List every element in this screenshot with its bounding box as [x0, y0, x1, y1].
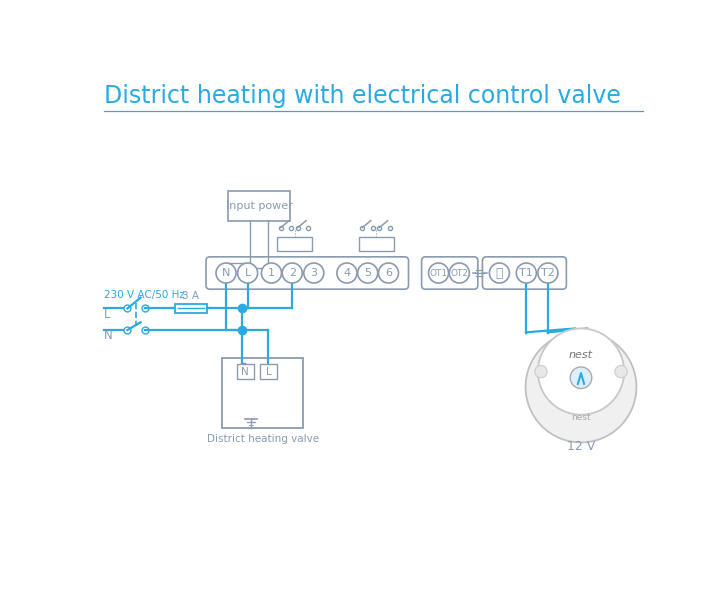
Circle shape [216, 263, 236, 283]
Text: N: N [222, 268, 230, 278]
Circle shape [570, 367, 592, 388]
Text: OT2: OT2 [451, 268, 468, 277]
Text: District heating with electrical control valve: District heating with electrical control… [103, 84, 620, 108]
Bar [175, 304, 207, 313]
Circle shape [535, 365, 547, 378]
FancyBboxPatch shape [483, 257, 566, 289]
Circle shape [282, 263, 302, 283]
Circle shape [237, 263, 258, 283]
Text: L: L [245, 268, 250, 278]
Circle shape [516, 263, 537, 283]
Text: 5: 5 [364, 268, 371, 278]
Text: Input power: Input power [226, 201, 293, 211]
Text: N: N [103, 329, 112, 342]
Text: 1: 1 [268, 268, 275, 278]
Text: ⏚: ⏚ [496, 267, 503, 280]
Circle shape [304, 263, 324, 283]
Circle shape [337, 263, 357, 283]
Text: T2: T2 [541, 268, 555, 278]
Text: 6: 6 [385, 268, 392, 278]
Circle shape [489, 263, 510, 283]
FancyBboxPatch shape [260, 364, 277, 380]
FancyBboxPatch shape [222, 359, 303, 428]
Circle shape [379, 263, 398, 283]
Text: District heating valve: District heating valve [207, 434, 319, 444]
Circle shape [538, 263, 558, 283]
FancyBboxPatch shape [206, 257, 408, 289]
Text: N: N [242, 366, 249, 377]
FancyBboxPatch shape [237, 364, 254, 380]
Text: 4: 4 [344, 268, 350, 278]
Text: T1: T1 [520, 268, 533, 278]
Circle shape [357, 263, 378, 283]
Circle shape [429, 263, 448, 283]
FancyBboxPatch shape [277, 237, 312, 251]
Text: OT1: OT1 [430, 268, 448, 277]
Text: L: L [103, 308, 110, 321]
FancyBboxPatch shape [422, 257, 478, 289]
FancyBboxPatch shape [359, 237, 394, 251]
Circle shape [526, 331, 636, 443]
Text: 230 V AC/50 Hz: 230 V AC/50 Hz [103, 290, 184, 299]
FancyBboxPatch shape [229, 191, 290, 220]
Text: 12 V: 12 V [567, 440, 595, 453]
Text: nest: nest [569, 350, 593, 359]
Text: 2: 2 [289, 268, 296, 278]
Circle shape [261, 263, 282, 283]
Circle shape [538, 328, 624, 415]
Text: L: L [266, 366, 272, 377]
Text: 3 A: 3 A [183, 290, 199, 301]
Text: nest: nest [571, 413, 591, 422]
Text: 3: 3 [310, 268, 317, 278]
Circle shape [615, 365, 628, 378]
Circle shape [449, 263, 470, 283]
